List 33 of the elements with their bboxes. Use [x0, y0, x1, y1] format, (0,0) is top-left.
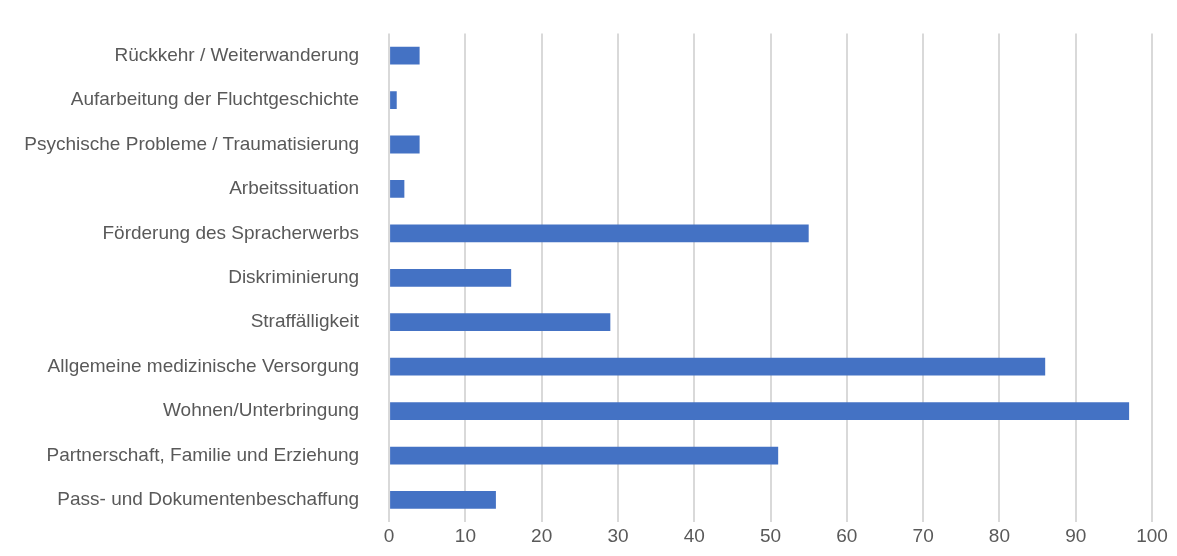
bar — [390, 268, 512, 287]
x-tick-label: 60 — [836, 524, 858, 546]
x-tick-label: 40 — [683, 524, 705, 546]
x-tick-label: 80 — [988, 524, 1010, 546]
y-tick-label: Psychische Probleme / Traumatisierung — [24, 132, 360, 154]
bar — [390, 46, 420, 65]
x-tick-label: 100 — [1136, 524, 1168, 546]
y-tick-label: Diskriminierung — [228, 266, 360, 288]
x-tick-label: 10 — [454, 524, 476, 546]
x-tick-label: 0 — [383, 524, 395, 546]
bar — [390, 224, 809, 243]
x-tick-label: 50 — [759, 524, 782, 546]
x-tick-label: 70 — [912, 524, 934, 546]
bar — [390, 91, 397, 109]
bar — [390, 357, 1046, 376]
y-tick-label: Förderung des Spracherwerbs — [102, 221, 360, 243]
y-tick-label: Straffälligkeit — [250, 310, 360, 332]
x-tick-label: 20 — [531, 524, 553, 546]
y-tick-label: Arbeitssituation — [229, 177, 360, 199]
bar — [390, 402, 1130, 420]
y-tick-label: Rückkehr / Weiterwanderung — [114, 43, 360, 65]
bar — [390, 180, 405, 198]
x-tick-label: 90 — [1065, 524, 1087, 546]
bar — [390, 313, 611, 332]
y-tick-label: Pass- und Dokumentenbeschaffung — [57, 488, 360, 510]
bar — [390, 446, 779, 465]
y-tick-label: Aufarbeitung der Fluchtgeschichte — [70, 88, 360, 110]
bar — [390, 491, 496, 509]
y-tick-label: Partnerschaft, Familie und Erziehung — [46, 443, 360, 465]
y-tick-label: Wohnen/Unterbringung — [162, 399, 360, 421]
x-tick-label: 30 — [607, 524, 629, 546]
bar — [390, 135, 420, 154]
y-tick-label: Allgemeine medizinische Versorgung — [47, 354, 360, 376]
